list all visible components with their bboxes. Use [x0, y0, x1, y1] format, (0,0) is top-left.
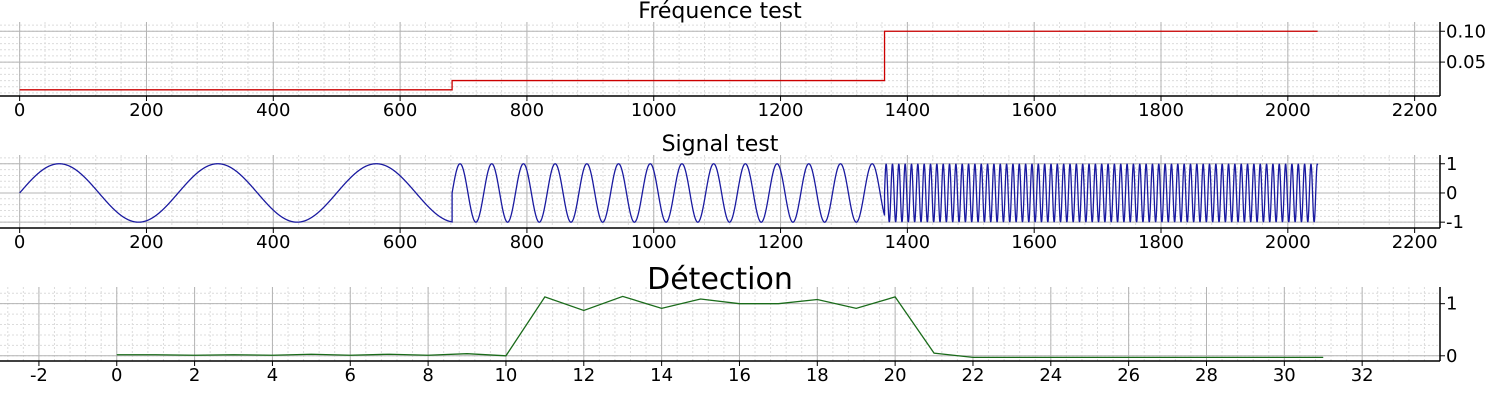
x-tick-label: 1800: [1138, 232, 1184, 253]
chart-panel-1: 0 200 400 600 800 1000 1200 1400 1600 1800 2000 220…: [0, 0, 1486, 121]
y-tick-label: 1: [1446, 154, 1457, 175]
x-tick-label: 12: [572, 365, 595, 386]
chart-title: Détection: [647, 262, 793, 297]
x-tick-label: 200: [129, 100, 163, 121]
series-line: [19, 30, 1318, 91]
x-tick-label: -2: [30, 365, 48, 386]
y-tick-label: 0: [1446, 346, 1457, 367]
x-tick-label: 2: [189, 365, 200, 386]
chart-title: Signal test: [662, 132, 779, 157]
y-tick-label: 0.05: [1446, 52, 1486, 73]
x-tick-label: 0: [14, 100, 25, 121]
x-tick-label: 32: [1351, 365, 1374, 386]
x-tick-label: 1800: [1138, 100, 1184, 121]
grid: [0, 287, 1441, 361]
x-tick-label: 2000: [1265, 232, 1311, 253]
x-tick-label: 0: [111, 365, 122, 386]
x-tick-label: 2200: [1392, 232, 1438, 253]
x-tick-label: 30: [1273, 365, 1296, 386]
x-tick-label: 28: [1195, 365, 1218, 386]
chart-panel-2: 0 200 400 600 800 1000 1200 1400 1600 1800 2000 220…: [0, 132, 1464, 253]
x-tick-label: 22: [962, 365, 985, 386]
x-tick-label: 600: [383, 232, 417, 253]
chart-title: Fréquence test: [638, 0, 802, 24]
x-tick-label: 14: [650, 365, 673, 386]
x-tick-label: 0: [14, 232, 25, 253]
x-tick-label: 1000: [631, 232, 677, 253]
x-tick-label: 1200: [758, 100, 804, 121]
series-line: [19, 163, 1319, 223]
x-tick-label: 16: [728, 365, 751, 386]
x-tick-label: 1400: [884, 232, 930, 253]
grid: [0, 22, 1441, 96]
x-tick-label: 200: [129, 232, 163, 253]
x-tick-label: 400: [256, 100, 290, 121]
x-tick-label: 1400: [884, 100, 930, 121]
x-tick-label: 4: [267, 365, 278, 386]
y-tick-label: 0: [1446, 183, 1457, 204]
x-tick-label: 1000: [631, 100, 677, 121]
x-tick-label: 400: [256, 232, 290, 253]
x-tick-label: 10: [494, 365, 517, 386]
x-tick-label: 26: [1117, 365, 1140, 386]
x-tick-label: 18: [806, 365, 829, 386]
y-tick-label: 1: [1446, 294, 1457, 315]
x-tick-label: 2200: [1392, 100, 1438, 121]
chart-panel-3: -2 0 2 4 6 8 10 12 14 16 18 20 22 24 26 28 30 3201Détecti…: [0, 262, 1457, 386]
x-tick-label: 600: [383, 100, 417, 121]
x-tick-label: 24: [1039, 365, 1062, 386]
x-tick-label: 800: [510, 100, 544, 121]
x-tick-label: 20: [884, 365, 907, 386]
x-tick-label: 2000: [1265, 100, 1311, 121]
x-tick-label: 1200: [758, 232, 804, 253]
x-tick-label: 6: [345, 365, 356, 386]
series-line: [116, 295, 1324, 359]
x-tick-label: 8: [422, 365, 433, 386]
y-tick-label: -1: [1446, 212, 1464, 233]
y-tick-label: 0.10: [1446, 21, 1486, 42]
x-tick-label: 1600: [1011, 232, 1057, 253]
x-tick-label: 800: [510, 232, 544, 253]
x-tick-label: 1600: [1011, 100, 1057, 121]
